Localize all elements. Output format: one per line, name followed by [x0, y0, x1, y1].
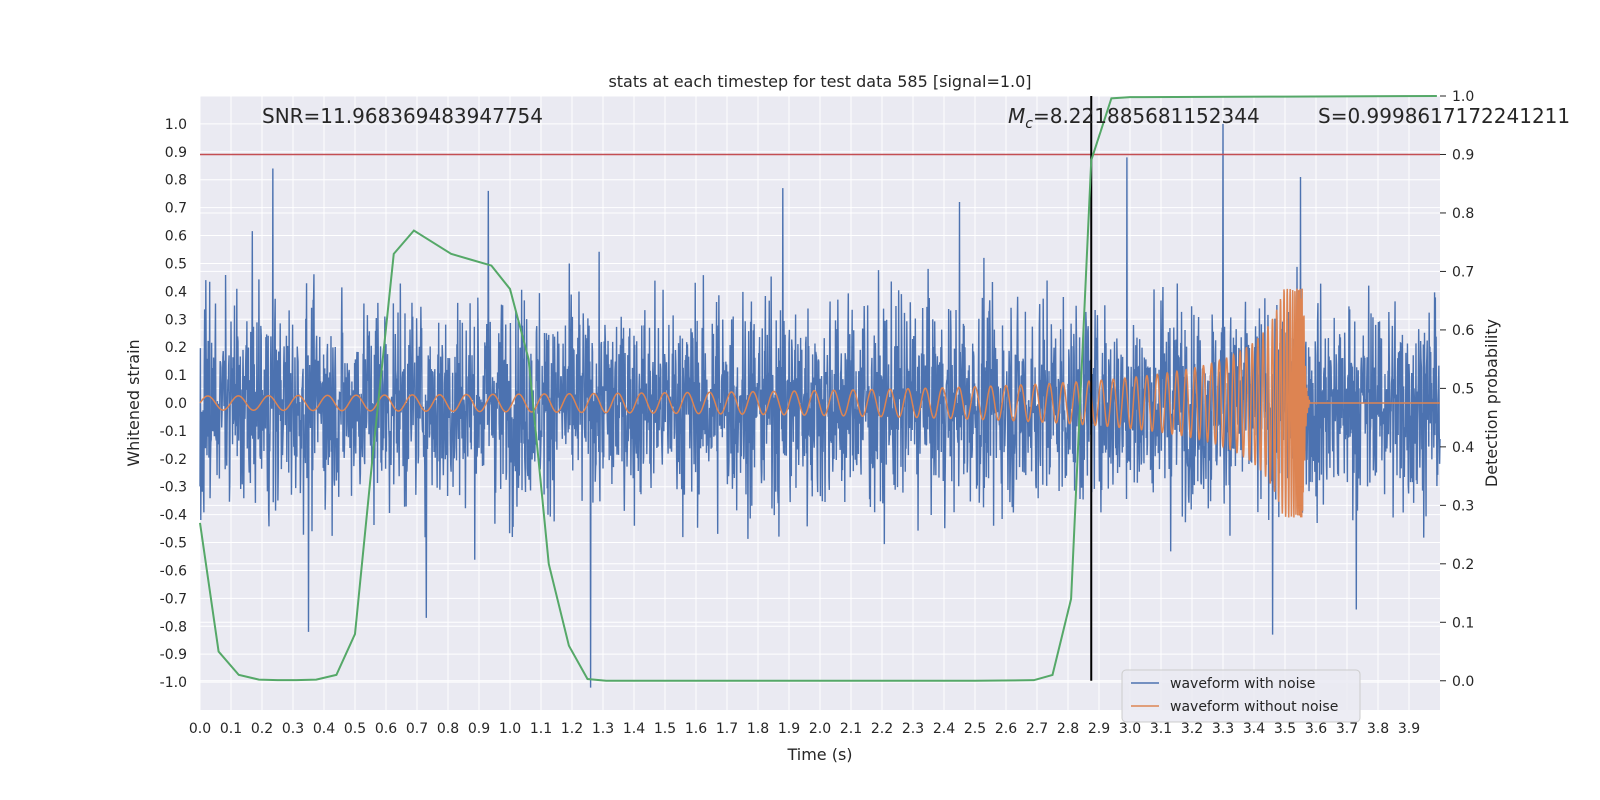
noise-waveform-line — [199, 123, 1441, 688]
y2-tick-label: 0.5 — [1452, 381, 1474, 397]
y-tick-label: 0.2 — [165, 340, 187, 356]
x-tick-label: 0.2 — [251, 721, 273, 737]
y2-tick-label: 0.1 — [1452, 615, 1474, 631]
x-tick-label: 0.7 — [406, 721, 428, 737]
x-tick-label: 1.0 — [499, 721, 521, 737]
y2-tick-label: 0.8 — [1452, 206, 1474, 222]
significance-annotation: S=0.9998617172241211 — [1318, 104, 1570, 128]
x-tick-label: 3.4 — [1243, 721, 1265, 737]
x-tick-label: 3.6 — [1305, 721, 1327, 737]
y-axis-label: Whitened strain — [124, 339, 143, 466]
y-tick-label: -0.9 — [160, 647, 187, 663]
x-tick-label: 3.1 — [1150, 721, 1172, 737]
x-tick-label: 0.3 — [282, 721, 304, 737]
chirp-mass-value: =8.221885681152344 — [1033, 104, 1260, 128]
x-tick-label: 0.8 — [437, 721, 459, 737]
y2-tick-label: 0.2 — [1452, 557, 1474, 573]
y-tick-label: -0.7 — [160, 591, 187, 607]
y-tick-label: -1.0 — [160, 675, 187, 691]
y-tick-label: -0.5 — [160, 536, 187, 552]
y-tick-label: -0.4 — [160, 508, 187, 524]
x-tick-label: 1.4 — [623, 721, 645, 737]
x-tick-label: 0.4 — [313, 721, 335, 737]
x-tick-label: 1.8 — [747, 721, 769, 737]
y-tick-label: 0.5 — [165, 256, 187, 272]
y2-axis-ticks: 1.0 0.9 0.8 0.7 0.6 0.5 0.4 0.3 0.2 0.1 0.0 — [1440, 89, 1474, 690]
x-tick-label: 3.0 — [1119, 721, 1141, 737]
x-tick-label: 3.2 — [1181, 721, 1203, 737]
y-tick-label: 1.0 — [165, 117, 187, 133]
series-waveform-with-noise — [199, 123, 1441, 688]
x-tick-label: 0.0 — [189, 721, 211, 737]
y2-tick-label: 0.4 — [1452, 440, 1474, 456]
x-tick-label: 2.3 — [902, 721, 924, 737]
y-tick-label: 0.1 — [165, 368, 187, 384]
y-tick-label: 0.3 — [165, 312, 187, 328]
x-tick-label: 0.6 — [375, 721, 397, 737]
clean-waveform-line — [199, 288, 1440, 518]
x-tick-label: 2.8 — [1057, 721, 1079, 737]
y-axis-ticks: 1.0 0.9 0.8 0.7 0.6 0.5 0.4 0.3 0.2 0.1 0.0 -0.1 -0.… — [160, 117, 187, 691]
x-axis-label: Time (s) — [786, 745, 852, 764]
legend-box — [1121, 669, 1361, 723]
x-tick-label: 0.9 — [468, 721, 490, 737]
y2-tick-label: 0.3 — [1452, 498, 1474, 514]
y2-axis-label: Detection probability — [1482, 319, 1501, 487]
x-tick-label: 2.2 — [871, 721, 893, 737]
y-tick-label: -0.3 — [160, 480, 187, 496]
chirp-mass-annotation: Mc=8.221885681152344 — [1008, 104, 1260, 132]
y-tick-label: 0.9 — [165, 145, 187, 161]
y2-tick-label: 0.0 — [1452, 674, 1474, 690]
y-tick-label: 0.8 — [165, 173, 187, 189]
legend-label-clean: waveform without noise — [1170, 699, 1338, 715]
x-tick-label: 1.1 — [530, 721, 552, 737]
x-tick-label: 1.3 — [592, 721, 614, 737]
y-tick-label: 0.4 — [165, 284, 187, 300]
y2-tick-label: 0.9 — [1452, 147, 1474, 163]
x-tick-label: 1.2 — [561, 721, 583, 737]
x-tick-label: 2.7 — [1026, 721, 1048, 737]
y-tick-label: 0.7 — [165, 201, 187, 217]
x-tick-label: 3.7 — [1336, 721, 1358, 737]
x-tick-label: 3.8 — [1367, 721, 1389, 737]
x-tick-label: 2.9 — [1088, 721, 1110, 737]
x-tick-label: 2.0 — [809, 721, 831, 737]
probability-line — [199, 95, 1437, 682]
y2-tick-label: 0.6 — [1452, 323, 1474, 339]
y-tick-label: -0.2 — [160, 452, 187, 468]
y2-tick-label: 0.7 — [1452, 264, 1474, 280]
x-tick-label: 0.5 — [344, 721, 366, 737]
y-tick-label: -0.6 — [160, 563, 187, 579]
x-tick-label: 3.5 — [1274, 721, 1296, 737]
y-tick-label: 0.6 — [165, 229, 187, 245]
x-tick-label: 1.5 — [654, 721, 676, 737]
legend: waveform with noise waveform without noi… — [1121, 669, 1361, 723]
y-tick-label: 0.0 — [165, 396, 187, 412]
chirp-mass-subscript: c — [1025, 116, 1033, 132]
x-tick-label: 2.4 — [933, 721, 955, 737]
series-waveform-without-noise — [199, 288, 1440, 518]
y-tick-label: -0.1 — [160, 424, 187, 440]
chart-title: stats at each timestep for test data 585… — [608, 72, 1031, 91]
x-tick-label: 3.3 — [1212, 721, 1234, 737]
series-detection-probability — [199, 95, 1437, 682]
x-tick-label: 2.6 — [995, 721, 1017, 737]
chirp-mass-symbol: M — [1008, 104, 1025, 128]
legend-label-noise: waveform with noise — [1170, 676, 1315, 692]
x-tick-label: 2.1 — [840, 721, 862, 737]
x-tick-label: 0.1 — [220, 721, 242, 737]
x-tick-label: 3.9 — [1398, 721, 1420, 737]
y-tick-label: -0.8 — [160, 619, 187, 635]
x-tick-label: 1.6 — [685, 721, 707, 737]
x-axis-ticks: 0.0 0.1 0.2 0.3 0.4 0.5 0.6 0.7 0.8 0.9 1.0 1.1 1.2 1… — [189, 721, 1420, 737]
snr-annotation: SNR=11.968369483947754 — [262, 104, 543, 128]
x-tick-label: 1.7 — [716, 721, 738, 737]
x-tick-label: 1.9 — [778, 721, 800, 737]
y2-tick-label: 1.0 — [1452, 89, 1474, 105]
x-tick-label: 2.5 — [964, 721, 986, 737]
overlay-lines — [200, 96, 1440, 681]
